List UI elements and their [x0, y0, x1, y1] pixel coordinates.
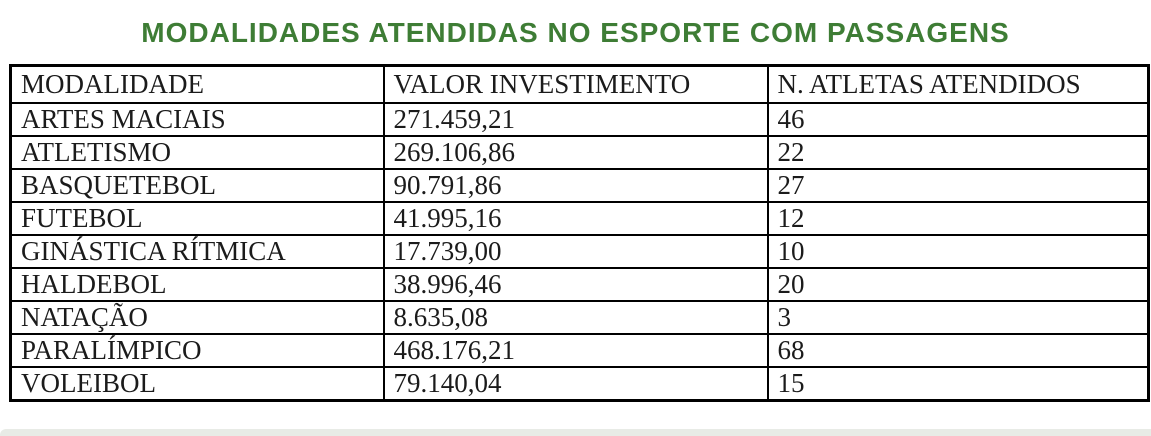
- table-cell: ARTES MACIAIS: [9, 101, 385, 138]
- table-row: PARALÍMPICO 468.176,21 68: [9, 333, 1150, 369]
- table-body: ARTES MACIAIS 271.459,21 46 ATLETISMO 269.10…: [9, 101, 1150, 402]
- table-row: FUTEBOL 41.995,16 12: [9, 201, 1150, 237]
- table-cell: GINÁSTICA RÍTMICA: [9, 234, 385, 270]
- table-cell: 20: [766, 267, 1150, 303]
- table-cell: 3: [766, 300, 1150, 336]
- table-cell: 10: [766, 234, 1150, 270]
- col-header-modalidade: MODALIDADE: [9, 64, 385, 104]
- col-header-valor-investimento: VALOR INVESTIMENTO: [382, 64, 769, 104]
- table-cell: BASQUETEBOL: [9, 168, 385, 204]
- table-cell: 38.996,46: [382, 267, 769, 303]
- table-cell: 79.140,04: [382, 366, 769, 402]
- header-row: MODALIDADE VALOR INVESTIMENTO N. ATLETAS…: [9, 64, 1150, 104]
- bottom-band: [0, 429, 1151, 436]
- table-row: GINÁSTICA RÍTMICA 17.739,00 10: [9, 234, 1150, 270]
- table-row: VOLEIBOL 79.140,04 15: [9, 366, 1150, 402]
- table-cell: 27: [766, 168, 1150, 204]
- table-cell: 15: [766, 366, 1150, 402]
- modalidades-table: MODALIDADE VALOR INVESTIMENTO N. ATLETAS…: [9, 64, 1150, 403]
- table-row: ARTES MACIAIS 271.459,21 46: [9, 101, 1150, 138]
- table-row: BASQUETEBOL 90.791,86 27: [9, 168, 1150, 204]
- table-cell: 8.635,08: [382, 300, 769, 336]
- table-cell: ATLETISMO: [9, 135, 385, 171]
- table-cell: 271.459,21: [382, 101, 769, 138]
- table-cell: HALDEBOL: [9, 267, 385, 303]
- table-row: ATLETISMO 269.106,86 22: [9, 135, 1150, 171]
- table-row: HALDEBOL 38.996,46 20: [9, 267, 1150, 303]
- table-cell: 269.106,86: [382, 135, 769, 171]
- table-cell: NATAÇÃO: [9, 300, 385, 336]
- table-row: NATAÇÃO 8.635,08 3: [9, 300, 1150, 336]
- table-cell: FUTEBOL: [9, 201, 385, 237]
- table-cell: 90.791,86: [382, 168, 769, 204]
- table-cell: 68: [766, 333, 1150, 369]
- page-title: MODALIDADES ATENDIDAS NO ESPORTE COM PAS…: [141, 17, 1010, 48]
- table-cell: 46: [766, 101, 1150, 138]
- table-cell: 41.995,16: [382, 201, 769, 237]
- table-cell: 468.176,21: [382, 333, 769, 369]
- table-cell: 22: [766, 135, 1150, 171]
- table-cell: PARALÍMPICO: [9, 333, 385, 369]
- table-cell: VOLEIBOL: [9, 366, 385, 402]
- table-cell: 12: [766, 201, 1150, 237]
- table-cell: 17.739,00: [382, 234, 769, 270]
- col-header-n-atletas-atendidos: N. ATLETAS ATENDIDOS: [766, 64, 1150, 104]
